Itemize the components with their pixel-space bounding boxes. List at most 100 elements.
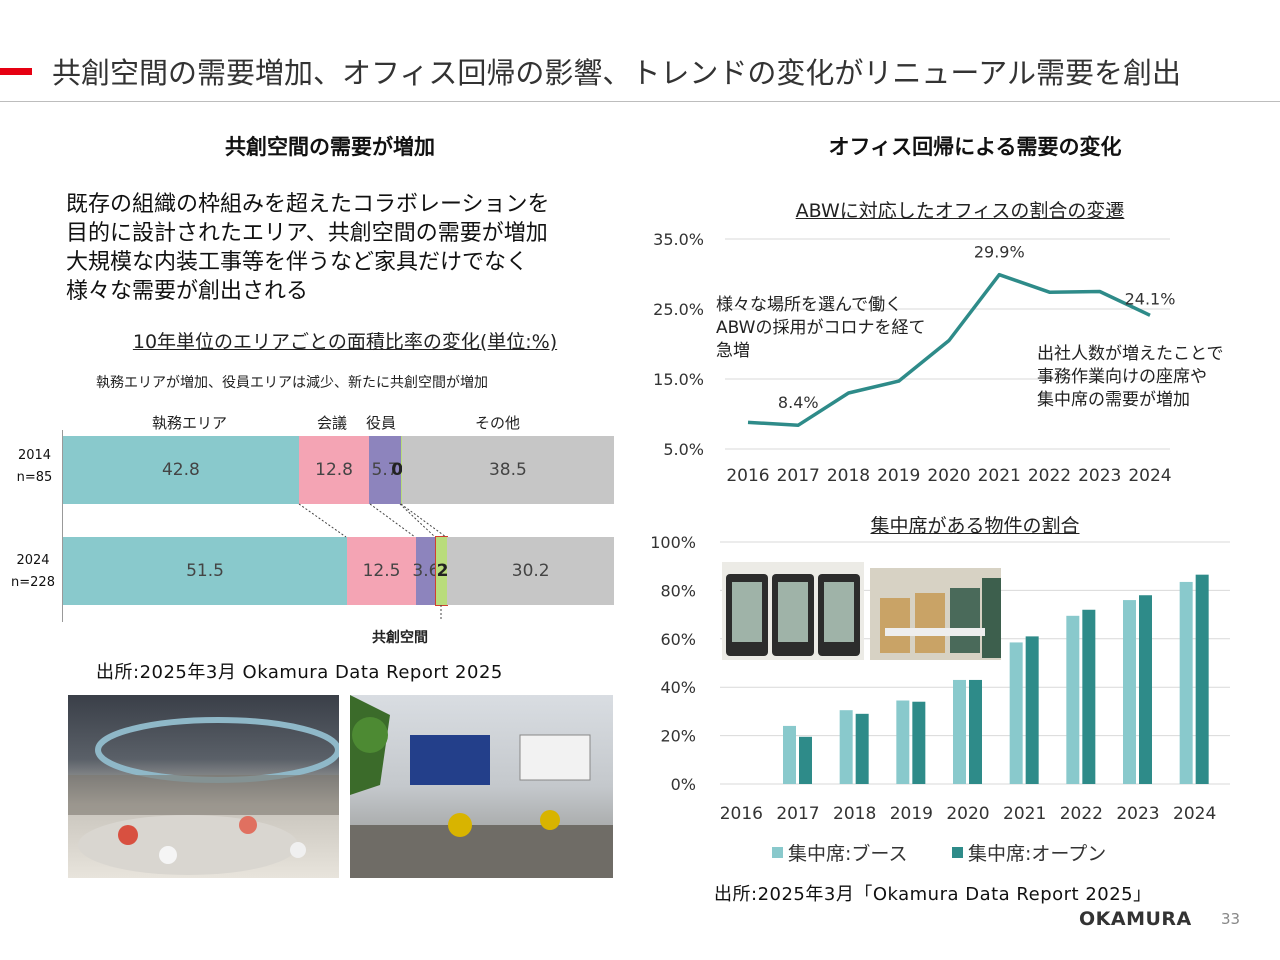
bar-segment-other: 38.5: [401, 436, 614, 504]
y-tick-label: 5.0%: [663, 440, 704, 459]
title-bar: 共創空間の需要増加、オフィス回帰の影響、トレンドの変化がリニューアル需要を創出: [0, 48, 1280, 102]
legend-swatch: [952, 847, 963, 858]
y-tick-label: 20%: [660, 727, 696, 746]
row-sample-size: n=228: [11, 575, 55, 590]
segment-value-label: 5.7: [371, 460, 399, 480]
okamura-logo: OKAMURA: [1079, 908, 1192, 930]
segment-value-label: 12.5: [362, 561, 401, 581]
category-label: 役員: [366, 414, 397, 432]
bar-segment-meeting: 12.5: [347, 537, 416, 605]
x-tick-label: 2023: [1078, 466, 1121, 486]
lead-line: 既存の組織の枠組みを超えたコラボレーションを: [66, 192, 550, 217]
segment-value-label: 3.6: [412, 561, 440, 581]
x-tick-label: 2024: [1173, 804, 1216, 824]
bar-segment-executive: 3.6: [412, 537, 439, 605]
office-photo-1: [68, 695, 339, 878]
data-label: 8.4%: [778, 393, 819, 412]
bar-open: [799, 736, 812, 784]
left-heading: 共創空間の需要が増加: [225, 135, 435, 159]
title-accent-mark: [0, 68, 32, 75]
y-tick-label: 80%: [660, 581, 696, 600]
series-line: [747, 272, 1151, 427]
right-source: 出所:2025年3月「Okamura Data Report 2025」: [714, 884, 1152, 905]
connector-lines: [298, 503, 447, 620]
stacked-bar-2024: 51.512.53.62.130.2: [63, 536, 614, 606]
line-annotation-left: 様々な場所を選んで働く ABWの採用がコロナを経て 急増: [716, 294, 926, 363]
annotation-line: 出社人数が増えたことで: [1037, 344, 1224, 364]
open-seat-photo-illustration: [870, 568, 1001, 660]
x-tick-label: 2017: [777, 466, 820, 486]
chart-axis-line: [62, 430, 63, 622]
abw-line-chart: 35.0% 25.0% 15.0% 5.0% 2016 2017 2018 2019 2020 2…: [653, 230, 1176, 486]
segment-value-label: 38.5: [488, 460, 527, 480]
x-tick-label: 2016: [726, 466, 769, 486]
stacked-bar-2014: 42.812.85.70.238.5: [63, 436, 614, 504]
x-tick-label: 2023: [1116, 804, 1159, 824]
legend-label: 集中席:ブース: [788, 842, 907, 865]
segment-value-label: 30.2: [511, 561, 550, 581]
bar-open: [912, 701, 926, 784]
y-tick-label: 0%: [671, 775, 696, 794]
lead-text: 既存の組織の枠組みを超えたコラボレーションを 目的に設計されたエリア、共創空間の…: [66, 190, 626, 306]
bar-booth: [1066, 615, 1080, 784]
bar-chart-title: 集中席がある物件の割合: [870, 515, 1080, 537]
lead-line: 目的に設計されたエリア、共創空間の需要が増加: [66, 221, 548, 246]
open-seat-photo: [870, 568, 1001, 660]
bar-open: [1025, 636, 1039, 784]
bar-booth: [1179, 581, 1193, 784]
data-label: 24.1%: [1125, 289, 1176, 308]
lead-line: 大規模な内装工事等を伴うなど家具だけでなく: [66, 250, 529, 275]
legend-label: 集中席:オープン: [968, 843, 1106, 865]
x-tick-label: 2020: [946, 804, 989, 824]
x-tick-label: 2018: [833, 804, 876, 824]
bar-open: [1139, 595, 1152, 784]
bar-segment-other: 30.2: [447, 537, 614, 605]
line-annotation-right: 出社人数が増えたことで 事務作業向けの座席や 集中席の需要が増加: [1037, 343, 1224, 412]
row-year: 2014: [17, 448, 52, 463]
annotation-line: 様々な場所を選んで働く: [716, 295, 903, 315]
slide-title: 共創空間の需要増加、オフィス回帰の影響、トレンドの変化がリニューアル需要を創出: [52, 56, 1181, 90]
area-chart-note: 執務エリアが増加、役員エリアは減少、新たに共創空間が増加: [96, 375, 488, 391]
bar-booth: [953, 679, 966, 784]
y-tick-label: 35.0%: [653, 230, 704, 249]
bar-segment-work: 51.5: [63, 537, 348, 605]
y-tick-label: 60%: [660, 630, 696, 649]
category-label: 執務エリア: [152, 414, 228, 432]
category-label: その他: [475, 414, 521, 432]
bar-open: [1195, 574, 1209, 784]
bar-segment-executive: 5.7: [369, 436, 401, 504]
bar-open: [855, 713, 869, 784]
bar-booth: [839, 710, 853, 784]
y-tick-label: 100%: [650, 533, 696, 552]
x-tick-label: 2018: [827, 466, 870, 486]
bar-booth: [1009, 642, 1023, 784]
x-tick-label: 2021: [1003, 804, 1046, 824]
bar-open: [1082, 609, 1096, 784]
bar-open: [969, 679, 982, 784]
row-label-2024: 2024 n=228: [8, 550, 58, 594]
annotation-line: 事務作業向けの座席や: [1037, 367, 1207, 387]
x-tick-label: 2019: [877, 466, 920, 486]
bar-booth: [783, 725, 796, 784]
bar-booth: [1123, 600, 1136, 784]
bar-segment-meeting: 12.8: [298, 436, 370, 504]
right-heading: オフィス回帰による需要の変化: [828, 135, 1122, 159]
line-chart-title: ABWに対応したオフィスの割合の変遷: [795, 200, 1125, 222]
page-number: 33: [1221, 910, 1241, 928]
category-label: 会議: [317, 414, 348, 432]
data-label: 29.9%: [974, 243, 1025, 262]
x-tick-label: 2022: [1060, 804, 1103, 824]
area-chart-title: 10年単位のエリアごとの面積比率の変化(単位:%): [132, 331, 558, 353]
y-tick-label: 25.0%: [653, 300, 704, 319]
y-tick-label: 40%: [660, 678, 696, 697]
x-tick-label: 2020: [927, 466, 970, 486]
annotation-line: 急増: [716, 341, 750, 361]
annotation-line: 集中席の需要が増加: [1037, 390, 1190, 410]
segment-value-label: 42.8: [161, 460, 200, 480]
lead-line: 様々な需要が創出される: [66, 279, 309, 304]
legend-swatch: [772, 847, 783, 858]
y-tick-label: 15.0%: [653, 370, 704, 389]
row-sample-size: n=85: [16, 470, 53, 485]
x-tick-label: 2021: [978, 466, 1021, 486]
booth-photo: [722, 562, 864, 660]
